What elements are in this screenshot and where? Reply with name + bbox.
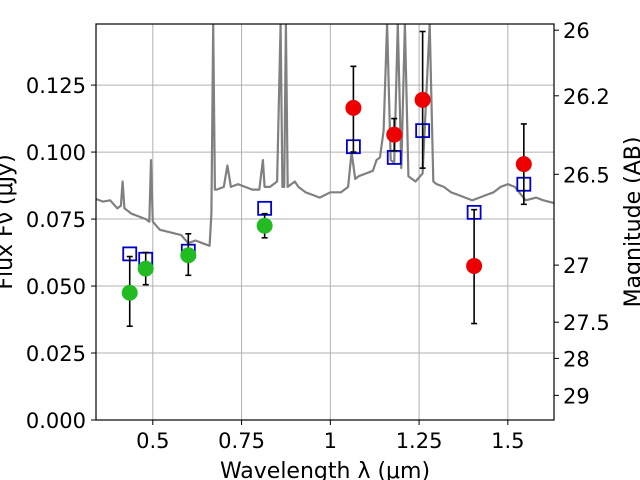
observed-point — [256, 217, 273, 234]
observed-point — [137, 260, 154, 277]
y-axis-title-right: Magnitude (AB) — [621, 137, 640, 308]
observed-point — [515, 156, 532, 173]
y-tick-label: 0.075 — [26, 208, 86, 232]
y-tick-label: 0.000 — [26, 409, 86, 433]
y-tick-label: 0.100 — [26, 141, 86, 165]
spectrum-line — [96, 24, 554, 247]
series-layer — [96, 24, 554, 247]
y-tick-label: 0.050 — [26, 275, 86, 299]
y-axis-title-left: Flux Fν (μJy) — [0, 154, 18, 289]
x-tick-label: 0.5 — [136, 429, 169, 453]
plot-background — [96, 24, 554, 420]
right-tick-label: 26.5 — [563, 163, 610, 187]
right-tick-label: 27.5 — [563, 311, 610, 335]
observed-point — [466, 257, 483, 274]
observed-point — [414, 91, 431, 108]
right-tick-label: 29 — [563, 384, 590, 408]
observed-point — [386, 126, 403, 143]
axes: 0.5 0.75 1 1.25 1.5 0.000 0.025 0.050 0.075 0.100… — [26, 19, 610, 453]
y-tick-label: 0.025 — [26, 342, 86, 366]
observed-point — [345, 99, 362, 116]
observed-point — [121, 284, 138, 301]
x-tick-label: 1.5 — [491, 429, 524, 453]
y-tick-label: 0.125 — [26, 74, 86, 98]
right-tick-label: 28 — [563, 347, 590, 371]
right-tick-label: 26.2 — [563, 85, 610, 109]
right-tick-label: 26 — [563, 19, 590, 43]
x-tick-label: 1 — [324, 429, 337, 453]
x-tick-label: 1.25 — [396, 429, 443, 453]
right-tick-label: 27 — [563, 254, 590, 278]
x-axis-title: Wavelength λ (μm) — [220, 459, 430, 480]
x-tick-label: 0.75 — [218, 429, 265, 453]
observed-point — [180, 247, 197, 264]
marker-layer — [121, 30, 532, 328]
plot-frame — [95, 23, 555, 421]
